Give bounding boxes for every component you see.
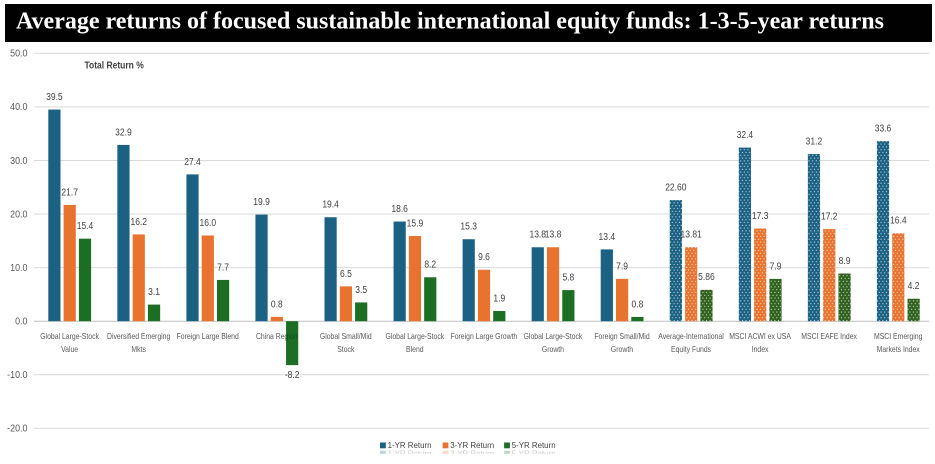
svg-text:15.3: 15.3 (460, 221, 477, 233)
svg-text:13.8: 13.8 (545, 229, 562, 241)
svg-text:20.0: 20.0 (10, 209, 28, 221)
svg-text:7.9: 7.9 (616, 260, 628, 272)
svg-text:50.0: 50.0 (10, 48, 28, 60)
svg-text:13.4: 13.4 (599, 231, 616, 243)
svg-text:17.2: 17.2 (821, 211, 838, 223)
svg-text:MSCI Emerging: MSCI Emerging (874, 331, 922, 341)
svg-text:Global Small/Mid: Global Small/Mid (320, 331, 372, 341)
svg-text:31.2: 31.2 (806, 136, 823, 148)
svg-text:1.9: 1.9 (493, 293, 505, 305)
svg-text:Equity Funds: Equity Funds (671, 344, 711, 354)
svg-text:China Region: China Region (256, 331, 298, 341)
svg-text:-8.2: -8.2 (285, 369, 300, 381)
svg-text:Index: Index (752, 344, 769, 354)
svg-text:MSCI EAFE Index: MSCI EAFE Index (801, 331, 857, 341)
svg-text:Blend: Blend (406, 344, 424, 354)
svg-text:Global Large-Stock: Global Large-Stock (385, 331, 444, 341)
svg-text:4.2: 4.2 (908, 280, 920, 292)
svg-text:7.9: 7.9 (770, 260, 782, 272)
svg-text:6.5: 6.5 (340, 268, 352, 280)
svg-text:19.4: 19.4 (322, 199, 339, 211)
svg-text:33.6: 33.6 (875, 123, 892, 135)
svg-text:Diversified Emerging: Diversified Emerging (107, 331, 170, 341)
svg-text:5.86: 5.86 (698, 271, 715, 283)
svg-text:17.3: 17.3 (752, 210, 769, 222)
svg-text:39.5: 39.5 (46, 91, 63, 103)
svg-text:5-YR Return: 5-YR Return (512, 441, 556, 450)
svg-text:MSCI ACWI ex USA: MSCI ACWI ex USA (729, 331, 791, 341)
svg-text:Average-International: Average-International (658, 331, 724, 341)
svg-text:30.0: 30.0 (10, 155, 28, 167)
svg-text:9.6: 9.6 (478, 251, 490, 263)
svg-text:-20.0: -20.0 (7, 423, 28, 435)
svg-text:27.4: 27.4 (184, 156, 201, 168)
svg-text:-10.0: -10.0 (7, 369, 28, 381)
svg-text:3-YR Return: 3-YR Return (450, 441, 494, 450)
svg-text:32.9: 32.9 (115, 127, 132, 139)
svg-text:Global Large-Stock: Global Large-Stock (40, 331, 99, 341)
svg-text:7.7: 7.7 (217, 262, 229, 274)
svg-text:Mkts: Mkts (131, 344, 146, 354)
svg-text:21.7: 21.7 (61, 187, 78, 199)
svg-text:5.8: 5.8 (562, 272, 574, 284)
svg-text:Global Large-Stock: Global Large-Stock (524, 331, 583, 341)
svg-text:13.8: 13.8 (529, 229, 546, 241)
svg-text:8.9: 8.9 (839, 255, 851, 267)
svg-text:16.0: 16.0 (200, 217, 217, 229)
svg-text:Average returns of focused sus: Average returns of focused sustainable i… (16, 8, 884, 34)
svg-text:19.9: 19.9 (253, 196, 270, 208)
svg-text:Growth: Growth (542, 344, 564, 354)
svg-text:Foreign Small/Mid: Foreign Small/Mid (594, 331, 649, 341)
svg-text:3.5: 3.5 (355, 284, 367, 296)
svg-text:16.4: 16.4 (890, 215, 907, 227)
svg-text:Growth: Growth (611, 344, 633, 354)
svg-text:Markets Index: Markets Index (877, 344, 920, 354)
svg-text:22.60: 22.60 (665, 182, 686, 194)
svg-text:15.9: 15.9 (407, 218, 424, 230)
svg-text:3.1: 3.1 (148, 286, 160, 298)
svg-text:16.2: 16.2 (130, 216, 147, 228)
svg-text:Foreign Large Blend: Foreign Large Blend (177, 331, 239, 341)
svg-text:1-YR Return: 1-YR Return (388, 441, 432, 450)
svg-text:Value: Value (61, 344, 78, 354)
svg-text:32.4: 32.4 (737, 129, 754, 141)
svg-text:0.0: 0.0 (15, 316, 28, 328)
svg-text:8.2: 8.2 (424, 259, 436, 271)
svg-text:40.0: 40.0 (10, 102, 28, 114)
svg-text:13.81: 13.81 (681, 229, 702, 241)
svg-text:Stock: Stock (337, 344, 354, 354)
svg-text:10.0: 10.0 (10, 262, 28, 274)
svg-text:15.4: 15.4 (77, 220, 94, 232)
svg-text:0.8: 0.8 (631, 299, 643, 311)
svg-text:China Region: China Region (256, 331, 298, 341)
svg-text:18.6: 18.6 (391, 203, 408, 215)
svg-text:Foreign Large Growth: Foreign Large Growth (451, 331, 518, 341)
svg-text:Total Return %: Total Return % (84, 60, 143, 71)
svg-text:0.8: 0.8 (271, 299, 283, 311)
